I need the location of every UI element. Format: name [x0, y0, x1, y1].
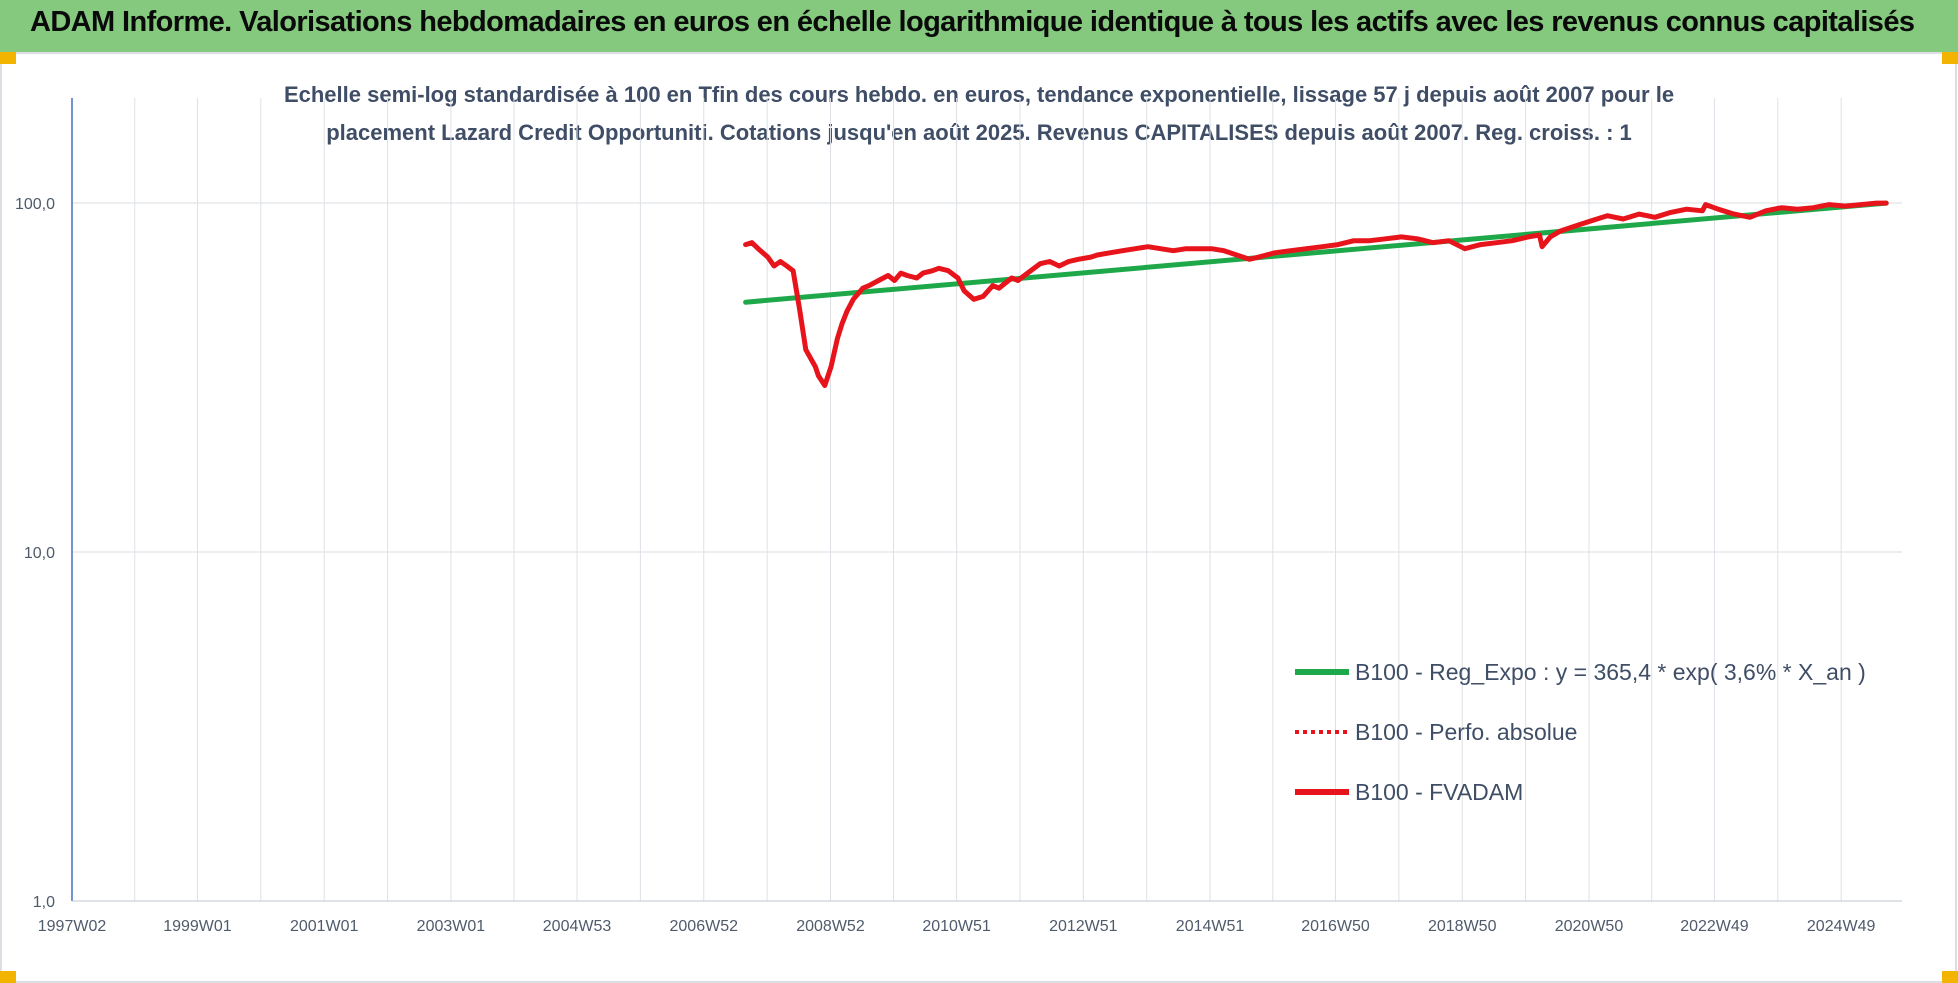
chart-title-line-1: Echelle semi-log standardisée à 100 en T…: [284, 82, 1674, 107]
x-tick-label: 2008W52: [796, 918, 865, 935]
y-tick-label: 1,0: [33, 894, 55, 911]
corner-handle-top-right: [1942, 52, 1958, 64]
report-title: ADAM Informe. Valorisations hebdomadaire…: [30, 6, 1915, 38]
header-banner: ADAM Informe. Valorisations hebdomadaire…: [0, 0, 1958, 52]
corner-handle-top-left: [0, 52, 16, 64]
axes: [71, 98, 1902, 902]
series-line-0: [743, 200, 1889, 305]
x-axis-ticks: 1997W02 1999W01 2001W01 2003W01 2004W53 2006W…: [38, 918, 1876, 935]
x-tick-label: 2001W01: [290, 918, 359, 935]
x-tick-label: 1999W01: [163, 918, 232, 935]
x-tick-label: 2004W53: [543, 918, 612, 935]
x-tick-label: 2010W51: [922, 918, 991, 935]
grid-lines: [72, 98, 1902, 902]
legend-label-1: B100 - Perfo. absolue: [1355, 719, 1577, 745]
x-tick-label: 2003W01: [417, 918, 486, 935]
x-tick-label: 2006W52: [670, 918, 739, 935]
y-tick-label: 100,0: [15, 196, 55, 213]
legend-label-2: B100 - FVADAM: [1355, 779, 1523, 805]
x-tick-label: 2022W49: [1680, 918, 1749, 935]
corner-handle-bottom-left: [0, 971, 16, 983]
x-tick-label: 2020W50: [1555, 918, 1624, 935]
x-tick-label: 2014W51: [1176, 918, 1245, 935]
y-tick-label: 10,0: [24, 545, 55, 562]
legend-label-0: B100 - Reg_Expo : y = 365,4 * exp( 3,6% …: [1355, 659, 1866, 685]
chart-canvas: Echelle semi-log standardisée à 100 en T…: [0, 52, 1957, 983]
corner-handle-bottom-right: [1942, 971, 1958, 983]
x-tick-label: 1997W02: [38, 918, 107, 935]
x-tick-label: 2016W50: [1301, 918, 1370, 935]
chart-title-line-2: placement Lazard Credit Opportuniti. Cot…: [326, 120, 1632, 145]
chart-frame: Echelle semi-log standardisée à 100 en T…: [0, 52, 1958, 983]
series-line-2: [743, 200, 1889, 388]
data-series: [743, 200, 1889, 388]
x-tick-label: 2012W51: [1049, 918, 1118, 935]
y-axis-ticks: 1,0 10,0 100,0: [15, 196, 55, 911]
x-tick-label: 2018W50: [1428, 918, 1497, 935]
x-tick-label: 2024W49: [1807, 918, 1876, 935]
chart-legend: B100 - Reg_Expo : y = 365,4 * exp( 3,6% …: [1295, 659, 1866, 805]
